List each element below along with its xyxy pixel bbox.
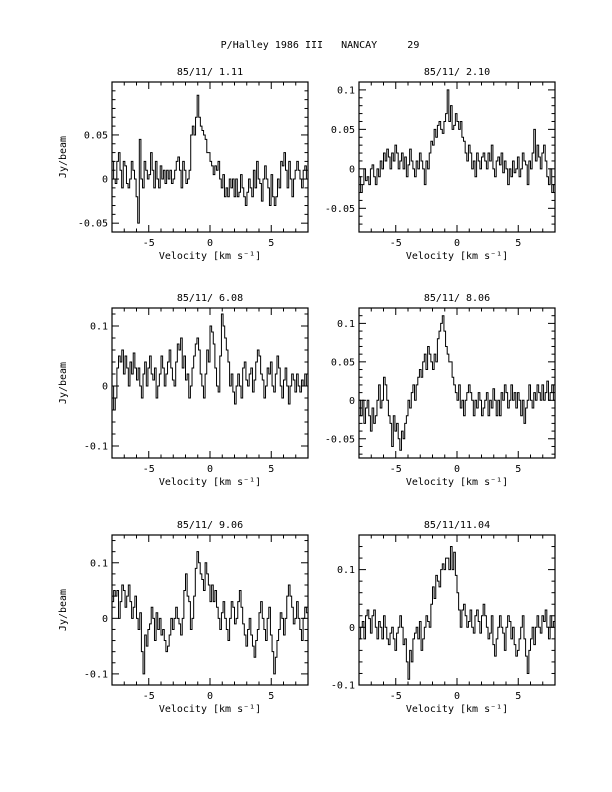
spectrum-step-line: [359, 89, 555, 194]
y-axis-label: Jy/beam: [58, 362, 69, 404]
panel-title: 85/11/ 9.06: [177, 520, 243, 531]
x-tick-label: 5: [268, 238, 274, 249]
plot-frame: [111, 534, 309, 686]
page-title: P/Halley 1986 III NANCAY 29: [221, 40, 420, 51]
chart-panels: 85/11/ 1.11 -5 0 5 -0.05 0 0.05 Velocity [km s⁻…: [58, 67, 556, 715]
chart-panel: 85/11/ 8.06 -5 0 5 -0.05 0 0.05 0.1 Velocity [km…: [325, 293, 556, 488]
x-tick-label: 0: [207, 691, 213, 702]
spectrum-step-line: [359, 546, 555, 680]
x-tick-label: 5: [268, 464, 274, 475]
y-tick-label: -0.05: [78, 219, 108, 230]
x-axis-label: Velocity [km s⁻¹]: [406, 477, 508, 488]
x-axis-label: Velocity [km s⁻¹]: [406, 251, 508, 262]
plot-frame: [358, 307, 556, 459]
y-tick-label: 0.05: [331, 357, 355, 368]
y-tick-label: 0.1: [337, 85, 355, 96]
x-tick-label: 0: [454, 691, 460, 702]
y-tick-label: -0.1: [84, 669, 108, 680]
y-axis-label: Jy/beam: [58, 589, 69, 631]
x-axis-label: Velocity [km s⁻¹]: [159, 477, 261, 488]
x-tick-label: -5: [390, 464, 402, 475]
y-tick-label: 0.1: [337, 319, 355, 330]
y-tick-label: 0.05: [84, 130, 108, 141]
y-tick-label: 0: [349, 396, 355, 407]
y-tick-label: 0.1: [90, 558, 108, 569]
y-tick-label: 0.1: [337, 565, 355, 576]
x-tick-label: 0: [207, 238, 213, 249]
spectrum-step-line: [112, 313, 308, 411]
x-tick-label: 5: [515, 691, 521, 702]
panel-title: 85/11/ 8.06: [424, 293, 490, 304]
x-tick-label: 0: [454, 238, 460, 249]
x-tick-label: 0: [207, 464, 213, 475]
chart-panel: 85/11/ 9.06 -5 0 5 -0.1 0 0.1 Velocity [km s⁻¹]…: [58, 520, 309, 715]
panel-title: 85/11/ 6.08: [177, 293, 243, 304]
plot-frame: [358, 534, 556, 686]
x-tick-label: 5: [268, 691, 274, 702]
x-axis-label: Velocity [km s⁻¹]: [406, 704, 508, 715]
x-tick-label: -5: [390, 238, 402, 249]
chart-panel: 85/11/ 2.10 -5 0 5 -0.05 0 0.05 0.1 Velocity [km…: [325, 67, 556, 262]
y-tick-label: -0.1: [84, 442, 108, 453]
spectrum-step-line: [112, 551, 308, 675]
spectrum-step-line: [359, 315, 555, 451]
x-tick-label: -5: [143, 238, 155, 249]
y-axis-label: Jy/beam: [58, 136, 69, 178]
y-tick-label: 0.1: [90, 322, 108, 333]
spectrum-step-line: [112, 94, 308, 224]
y-tick-label: -0.05: [325, 434, 355, 445]
x-tick-label: 0: [454, 464, 460, 475]
x-tick-label: -5: [143, 691, 155, 702]
y-tick-label: 0: [349, 164, 355, 175]
panel-title: 85/11/11.04: [424, 520, 490, 531]
x-tick-label: -5: [390, 691, 402, 702]
y-tick-label: 0: [349, 623, 355, 634]
panel-title: 85/11/ 2.10: [424, 67, 490, 78]
y-tick-label: 0: [102, 614, 108, 625]
y-tick-label: -0.1: [331, 681, 355, 692]
x-axis-label: Velocity [km s⁻¹]: [159, 251, 261, 262]
y-tick-label: 0: [102, 175, 108, 186]
x-tick-label: 5: [515, 238, 521, 249]
x-tick-label: -5: [143, 464, 155, 475]
chart-panel: 85/11/ 1.11 -5 0 5 -0.05 0 0.05 Velocity [km s⁻…: [58, 67, 309, 262]
y-tick-label: 0.05: [331, 125, 355, 136]
y-tick-label: 0: [102, 382, 108, 393]
chart-panel: 85/11/ 6.08 -5 0 5 -0.1 0 0.1 Velocity [km s⁻¹]…: [58, 293, 309, 488]
y-tick-label: -0.05: [325, 204, 355, 215]
x-axis-label: Velocity [km s⁻¹]: [159, 704, 261, 715]
chart-panel: 85/11/11.04 -5 0 5 -0.1 0 0.1 Velocity [km s⁻¹]: [331, 520, 556, 715]
x-tick-label: 5: [515, 464, 521, 475]
panel-title: 85/11/ 1.11: [177, 67, 243, 78]
